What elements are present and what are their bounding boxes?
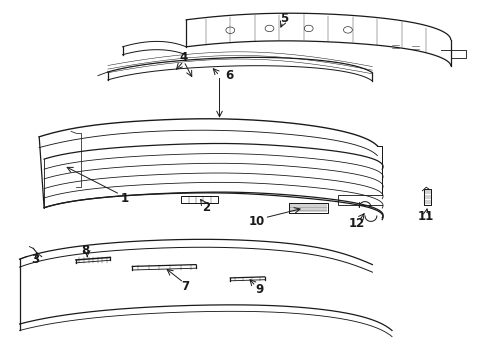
Text: 4: 4 xyxy=(180,51,188,64)
Text: 1: 1 xyxy=(121,192,129,205)
Bar xyxy=(181,196,218,203)
Text: 12: 12 xyxy=(348,217,365,230)
Text: 2: 2 xyxy=(202,201,210,214)
Text: 3: 3 xyxy=(31,253,39,266)
Text: 8: 8 xyxy=(82,244,90,257)
Text: 5: 5 xyxy=(280,12,288,24)
Text: 11: 11 xyxy=(418,210,435,223)
Text: 9: 9 xyxy=(256,283,264,296)
Text: 10: 10 xyxy=(249,215,266,228)
Text: 6: 6 xyxy=(225,69,234,82)
Text: 7: 7 xyxy=(181,280,189,293)
